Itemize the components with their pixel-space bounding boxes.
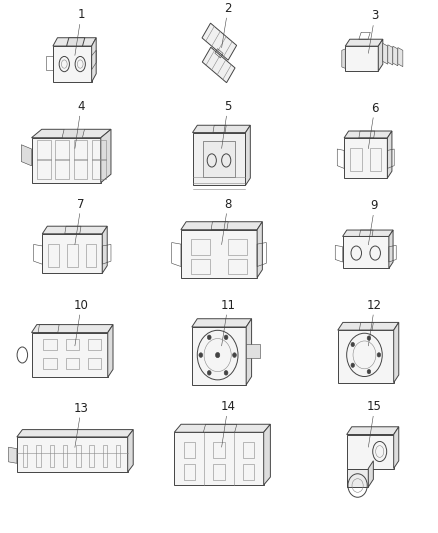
Polygon shape — [378, 39, 383, 71]
Polygon shape — [108, 325, 113, 377]
Polygon shape — [193, 125, 251, 133]
Polygon shape — [101, 130, 111, 183]
Polygon shape — [17, 437, 128, 472]
Polygon shape — [346, 434, 394, 469]
Polygon shape — [342, 49, 345, 68]
Polygon shape — [192, 327, 246, 385]
Polygon shape — [53, 38, 96, 46]
Circle shape — [367, 369, 371, 374]
Polygon shape — [393, 46, 398, 66]
Text: 8: 8 — [224, 198, 231, 211]
Polygon shape — [9, 447, 17, 463]
Text: 9: 9 — [371, 199, 378, 212]
Text: 7: 7 — [77, 198, 85, 211]
Circle shape — [377, 353, 381, 357]
Circle shape — [207, 335, 211, 340]
Polygon shape — [32, 138, 101, 183]
Polygon shape — [394, 427, 399, 469]
Polygon shape — [338, 330, 394, 383]
Polygon shape — [344, 138, 387, 178]
Polygon shape — [17, 430, 133, 437]
Text: 3: 3 — [371, 10, 378, 22]
Circle shape — [199, 353, 203, 358]
Polygon shape — [264, 424, 270, 485]
Polygon shape — [32, 333, 108, 377]
Polygon shape — [181, 230, 257, 278]
Polygon shape — [387, 131, 392, 178]
Polygon shape — [345, 39, 383, 46]
Text: 12: 12 — [367, 299, 382, 312]
Text: 15: 15 — [367, 400, 382, 413]
Polygon shape — [245, 125, 251, 185]
Polygon shape — [394, 322, 399, 383]
Text: 6: 6 — [371, 102, 378, 115]
Polygon shape — [388, 45, 393, 65]
Polygon shape — [398, 47, 403, 67]
Polygon shape — [62, 130, 85, 138]
Polygon shape — [174, 432, 264, 485]
Polygon shape — [193, 133, 245, 185]
Text: 5: 5 — [224, 100, 231, 113]
Polygon shape — [246, 343, 260, 358]
Text: 4: 4 — [77, 100, 85, 113]
Polygon shape — [21, 145, 32, 166]
Polygon shape — [345, 46, 378, 71]
Text: 13: 13 — [74, 402, 88, 415]
Polygon shape — [128, 430, 133, 472]
Polygon shape — [257, 222, 262, 278]
Circle shape — [207, 370, 211, 375]
Polygon shape — [32, 325, 113, 333]
Polygon shape — [202, 23, 237, 60]
Circle shape — [233, 353, 237, 358]
Text: 14: 14 — [220, 400, 235, 413]
Polygon shape — [346, 469, 368, 487]
Polygon shape — [346, 427, 399, 434]
Polygon shape — [389, 230, 393, 269]
Polygon shape — [42, 226, 107, 234]
Text: 1: 1 — [77, 9, 85, 21]
Text: 2: 2 — [224, 2, 232, 15]
Polygon shape — [368, 461, 373, 487]
Circle shape — [351, 363, 354, 367]
Polygon shape — [32, 130, 111, 138]
Polygon shape — [203, 141, 235, 176]
Polygon shape — [343, 230, 393, 237]
Text: 10: 10 — [74, 299, 88, 312]
Polygon shape — [202, 47, 235, 83]
Polygon shape — [338, 322, 399, 330]
Polygon shape — [67, 38, 85, 46]
Text: 11: 11 — [220, 299, 235, 312]
Polygon shape — [92, 38, 96, 82]
Polygon shape — [181, 222, 262, 230]
Polygon shape — [102, 226, 107, 273]
Polygon shape — [53, 46, 92, 82]
Polygon shape — [246, 319, 251, 385]
Circle shape — [367, 336, 371, 340]
Polygon shape — [192, 319, 251, 327]
Circle shape — [224, 335, 228, 340]
Polygon shape — [344, 131, 392, 138]
Circle shape — [224, 370, 228, 375]
Polygon shape — [42, 234, 102, 273]
Circle shape — [351, 342, 354, 346]
Polygon shape — [343, 237, 389, 269]
Circle shape — [215, 352, 220, 358]
Polygon shape — [174, 424, 270, 432]
Polygon shape — [383, 43, 388, 64]
